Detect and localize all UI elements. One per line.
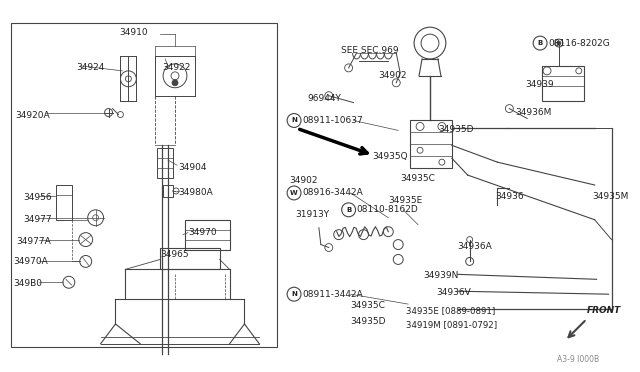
Circle shape — [172, 80, 178, 86]
Circle shape — [557, 41, 561, 45]
Text: 34904: 34904 — [178, 163, 207, 172]
Text: 349B0: 349B0 — [13, 279, 42, 288]
Text: 34935C: 34935C — [351, 301, 385, 310]
Text: 08116-8202G: 08116-8202G — [548, 39, 610, 48]
Text: 34935E: 34935E — [388, 196, 422, 205]
Text: 34939: 34939 — [525, 80, 554, 89]
Text: 96944Y: 96944Y — [307, 94, 341, 103]
Bar — [160, 247, 220, 269]
Bar — [410, 121, 452, 168]
Text: B: B — [346, 207, 351, 213]
Text: 34919M [0891-0792]: 34919M [0891-0792] — [406, 320, 497, 329]
Text: 34936: 34936 — [495, 192, 524, 201]
Text: 34970A: 34970A — [13, 257, 48, 266]
Text: 34936M: 34936M — [515, 108, 552, 116]
Text: 34977A: 34977A — [16, 237, 51, 246]
Text: 34935E [0889-0891]: 34935E [0889-0891] — [406, 306, 495, 315]
Text: 31913Y: 31913Y — [295, 210, 329, 219]
Text: 34965: 34965 — [160, 250, 189, 259]
Text: 08911-3442A: 08911-3442A — [302, 290, 363, 299]
Text: A3-9 I000B: A3-9 I000B — [557, 355, 599, 364]
Text: 34939N: 34939N — [423, 271, 458, 280]
Text: 34970: 34970 — [188, 228, 216, 237]
Text: 34935D: 34935D — [351, 317, 386, 326]
Text: 08911-10637: 08911-10637 — [302, 116, 363, 125]
Text: 34935C: 34935C — [400, 174, 435, 183]
Text: 34910: 34910 — [119, 28, 148, 37]
Text: N: N — [291, 291, 297, 297]
Circle shape — [342, 203, 356, 217]
Text: 34922: 34922 — [162, 63, 191, 72]
Text: 34935Q: 34935Q — [372, 152, 408, 161]
Circle shape — [287, 113, 301, 128]
Text: 08110-8162D: 08110-8162D — [356, 205, 419, 214]
Text: 34936V: 34936V — [436, 288, 470, 297]
Text: 34935D: 34935D — [438, 125, 474, 134]
Bar — [163, 185, 173, 197]
Text: 34920A: 34920A — [15, 110, 50, 119]
Text: B: B — [538, 40, 543, 46]
Circle shape — [533, 36, 547, 50]
Text: 34902: 34902 — [378, 71, 407, 80]
Text: 34935M: 34935M — [593, 192, 629, 201]
Text: 08916-3442A: 08916-3442A — [302, 189, 363, 198]
Text: SEE SEC.969: SEE SEC.969 — [340, 46, 398, 55]
Bar — [185, 220, 230, 250]
Circle shape — [287, 186, 301, 200]
Text: FRONT: FRONT — [587, 306, 621, 315]
Text: 34977: 34977 — [23, 215, 52, 224]
Bar — [542, 66, 584, 101]
Text: 34924: 34924 — [76, 63, 104, 72]
Text: W: W — [290, 190, 298, 196]
Bar — [56, 185, 72, 220]
Text: N: N — [291, 118, 297, 124]
Bar — [12, 23, 277, 347]
Text: 34936A: 34936A — [458, 241, 493, 251]
Text: 34980A: 34980A — [178, 188, 212, 197]
Text: 34902: 34902 — [289, 176, 317, 185]
Text: 34956: 34956 — [23, 193, 52, 202]
Bar — [157, 148, 173, 178]
Circle shape — [287, 287, 301, 301]
